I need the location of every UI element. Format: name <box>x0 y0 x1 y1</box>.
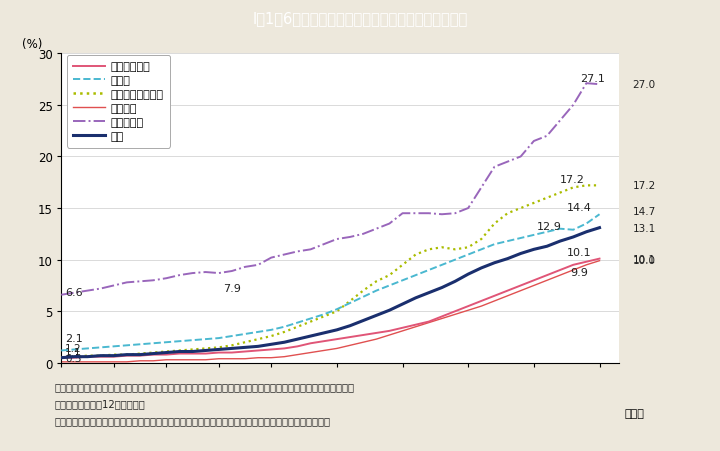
Text: 1.2: 1.2 <box>65 343 82 353</box>
Text: 0.5: 0.5 <box>65 354 81 364</box>
Text: 10.1: 10.1 <box>632 254 655 264</box>
Text: 10.1: 10.1 <box>567 248 591 258</box>
Text: （年）: （年） <box>625 408 644 418</box>
Text: 14.7: 14.7 <box>632 207 656 216</box>
Text: 17.2: 17.2 <box>632 181 656 191</box>
Text: 27.0: 27.0 <box>632 80 655 90</box>
Text: 10.0: 10.0 <box>632 255 655 265</box>
Text: 17.2: 17.2 <box>560 175 585 185</box>
Text: I－1－6図　地方議会における女性議員の割合の推移: I－1－6図 地方議会における女性議員の割合の推移 <box>253 11 467 26</box>
Text: 2.1: 2.1 <box>65 333 83 343</box>
Text: 12.9: 12.9 <box>536 221 562 231</box>
Text: 14.4: 14.4 <box>567 202 592 212</box>
Legend: 都道府県議会, 市議会, 政令指定都市議会, 町村議会, 特別区議会, 合計: 都道府県議会, 市議会, 政令指定都市議会, 町村議会, 特別区議会, 合計 <box>67 55 170 148</box>
Text: ２．各年12月末現在。: ２．各年12月末現在。 <box>54 398 145 408</box>
Text: (%): (%) <box>22 38 42 51</box>
Text: 27.1: 27.1 <box>580 74 605 84</box>
Text: 1.1: 1.1 <box>65 347 82 357</box>
Text: ３．市議会は政令指定都市議会を含む。なお，合計は都道府県議会及び市区町村議会の合計。: ３．市議会は政令指定都市議会を含む。なお，合計は都道府県議会及び市区町村議会の合… <box>54 415 330 425</box>
Text: （備考）１．総務省「地方公共団体の議会の議員及び長の所属党派別人員調等」をもとに内閣府において作成。: （備考）１．総務省「地方公共団体の議会の議員及び長の所属党派別人員調等」をもとに… <box>54 381 354 391</box>
Text: 7.9: 7.9 <box>222 283 240 293</box>
Text: 9.9: 9.9 <box>571 267 588 277</box>
Text: 13.1: 13.1 <box>632 223 656 233</box>
Text: 6.6: 6.6 <box>65 287 83 297</box>
